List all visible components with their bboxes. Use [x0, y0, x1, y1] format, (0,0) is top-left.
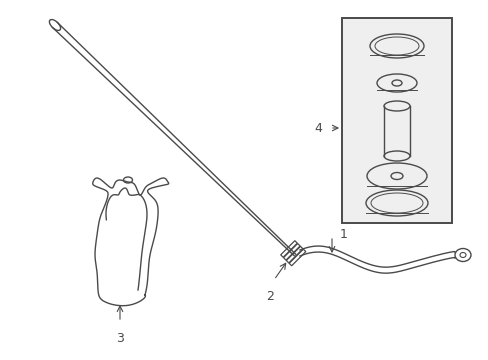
Text: 3: 3: [116, 332, 123, 345]
Bar: [283, 243, 300, 260]
Text: 1: 1: [339, 228, 347, 240]
Bar: [280, 241, 297, 257]
Text: 2: 2: [265, 290, 273, 303]
Bar: [288, 249, 305, 266]
Bar: [341, 18, 451, 223]
Bar: [286, 246, 303, 263]
Text: 4: 4: [313, 122, 321, 135]
